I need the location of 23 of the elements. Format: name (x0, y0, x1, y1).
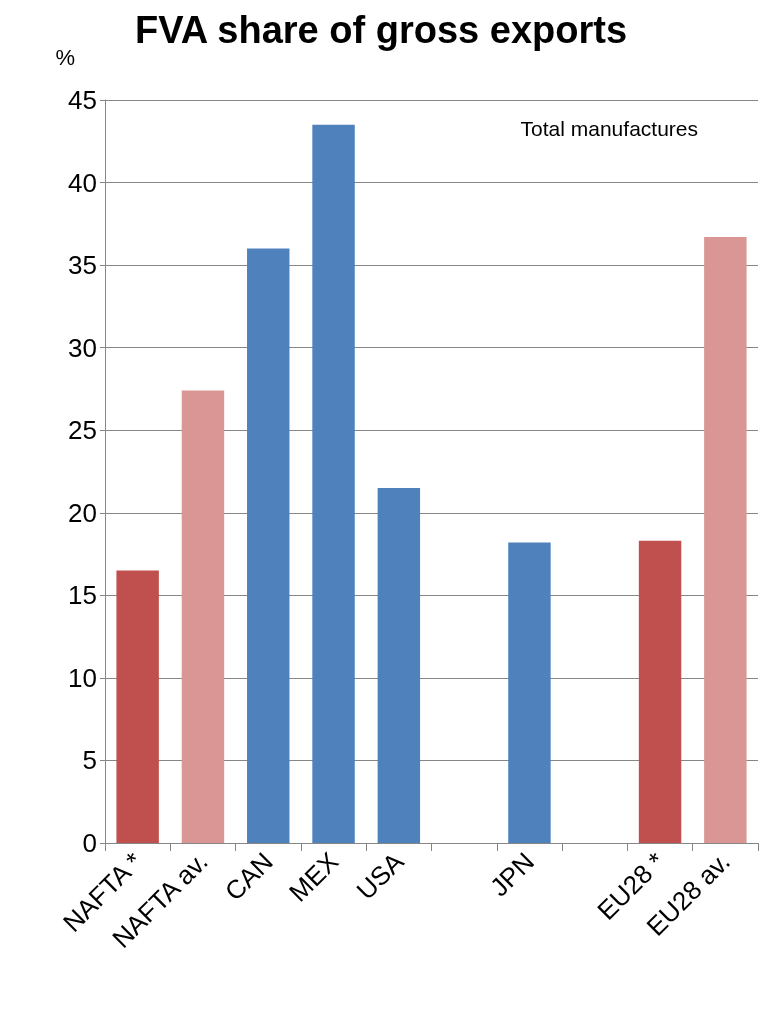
bar (312, 124, 355, 843)
chart-title: FVA share of gross exports (135, 9, 628, 51)
y-tick-label: 10 (68, 662, 97, 693)
bar (704, 237, 747, 843)
y-tick-label: 5 (82, 745, 97, 776)
bar (181, 390, 225, 843)
bar (508, 542, 551, 843)
bar (638, 540, 682, 843)
y-tick-label: 0 (82, 828, 97, 858)
bar (247, 248, 290, 843)
y-tick-label: 40 (68, 167, 97, 198)
y-tick-label: 20 (68, 497, 97, 528)
y-tick-label: 25 (68, 415, 97, 446)
bar (116, 570, 159, 843)
x-tick-label: USA (350, 845, 410, 906)
y-tick-label: 15 (68, 580, 97, 611)
x-tick-label: JPN (484, 846, 541, 903)
y-tick-label: 35 (68, 250, 97, 281)
y-tick-label: 45 (68, 85, 97, 115)
y-axis-title: % (55, 44, 75, 70)
bar (377, 488, 421, 843)
y-tick-label: 30 (68, 332, 97, 363)
annotation: Total manufactures (520, 117, 699, 140)
